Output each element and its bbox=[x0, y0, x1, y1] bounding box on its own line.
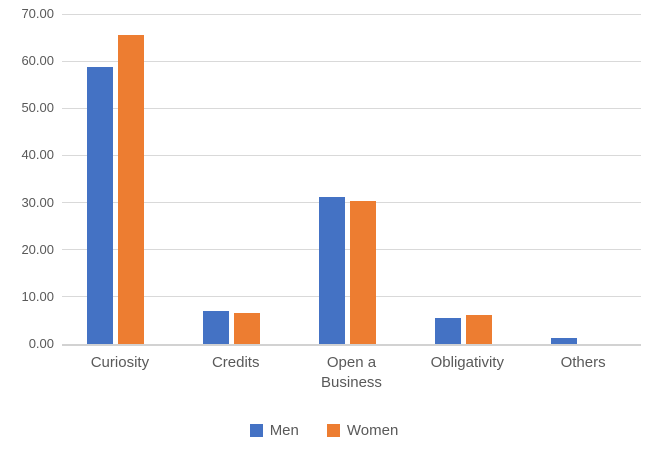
x-axis-category-text: Curiosity bbox=[90, 354, 150, 371]
gridline bbox=[62, 107, 641, 109]
legend-swatch-women bbox=[326, 423, 340, 437]
bar-men-others bbox=[550, 338, 577, 344]
legend-swatch-men bbox=[249, 423, 263, 437]
x-axis-category-label: Credits bbox=[178, 353, 294, 397]
bar-men-curiosity bbox=[87, 67, 114, 344]
gridline bbox=[62, 13, 641, 15]
x-axis-category-text: Others bbox=[560, 354, 606, 371]
x-axis-category-label: Obligativity bbox=[409, 353, 525, 397]
legend-item-men: Men bbox=[249, 421, 299, 439]
gridline bbox=[62, 60, 641, 62]
legend-label: Men bbox=[269, 421, 299, 439]
bar-men-open-a-business bbox=[319, 197, 345, 344]
bar-men-obligativity bbox=[434, 318, 461, 344]
gridline bbox=[62, 154, 641, 156]
legend: Men Women bbox=[0, 417, 648, 443]
y-axis-tick-label: 20.00 bbox=[21, 241, 54, 257]
y-axis-tick-label: 30.00 bbox=[21, 194, 54, 210]
y-axis-tick-label: 10.00 bbox=[21, 288, 54, 304]
x-axis-category-label: Curiosity bbox=[62, 353, 178, 397]
bar-women-open-a-business bbox=[350, 201, 376, 344]
bar-women-curiosity bbox=[118, 35, 145, 344]
bar-men-credits bbox=[203, 311, 230, 344]
y-axis: 0.00 10.00 20.00 30.00 40.00 50.00 60.00 70.00 bbox=[0, 6, 54, 351]
y-axis-tick-label: 70.00 bbox=[21, 6, 54, 21]
y-axis-tick-label: 60.00 bbox=[21, 53, 54, 69]
legend-label: Women bbox=[346, 421, 399, 439]
x-axis-category-text: Credits bbox=[211, 354, 260, 371]
x-axis-category-text: Open a Business bbox=[321, 354, 382, 391]
x-axis: Curiosity Credits Open a Business Obligativ… bbox=[62, 353, 641, 397]
bar-women-obligativity bbox=[465, 315, 492, 344]
y-axis-tick-label: 0.00 bbox=[28, 336, 54, 351]
legend-item-women: Women bbox=[326, 421, 399, 439]
plot-area bbox=[62, 13, 641, 346]
x-axis-category-text: Obligativity bbox=[430, 354, 504, 371]
y-axis-tick-label: 40.00 bbox=[21, 147, 54, 163]
bar-women-credits bbox=[234, 313, 261, 344]
x-axis-category-label: Others bbox=[525, 353, 641, 397]
y-axis-tick-label: 50.00 bbox=[21, 100, 54, 116]
x-axis-category-label: Open a Business bbox=[294, 353, 410, 397]
